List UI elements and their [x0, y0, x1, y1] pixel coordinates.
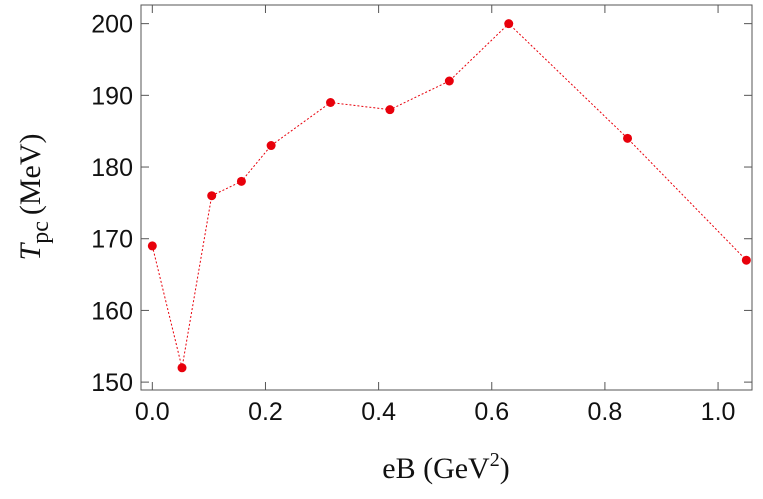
data-point: [207, 191, 217, 201]
data-point: [147, 241, 157, 251]
x-label-close: ): [500, 452, 510, 485]
x-tick-label: 0.0: [135, 398, 170, 426]
x-label-text: eB (GeV: [382, 452, 490, 485]
x-tick-label: 0.2: [248, 398, 283, 426]
data-point: [385, 105, 395, 115]
y-axis-label: Tpc (MeV): [14, 134, 54, 261]
data-point: [236, 176, 246, 186]
x-tick-label: 0.4: [361, 398, 396, 426]
y-tick-label: 160: [91, 297, 133, 325]
y-label-sub: pc: [28, 221, 54, 244]
x-axis-label: eB (GeV2): [382, 449, 509, 485]
y-tick-label: 170: [91, 226, 133, 254]
y-tick-label: 200: [91, 11, 133, 39]
y-label-unit: (MeV): [14, 134, 47, 216]
series-line: [151, 22, 747, 368]
y-tick-label: 190: [91, 82, 133, 110]
x-tick-label: 0.6: [474, 398, 509, 426]
data-point: [623, 133, 633, 143]
data-point: [177, 363, 187, 373]
x-tick-label: 0.8: [588, 398, 623, 426]
x-label-sup: 2: [490, 449, 500, 471]
plot-frame: [140, 4, 753, 391]
data-point: [326, 98, 336, 108]
y-label-text: T: [14, 241, 47, 260]
y-tick-label: 180: [91, 154, 133, 182]
data-point: [504, 19, 514, 29]
data-point: [444, 76, 454, 86]
data-point: [266, 141, 276, 151]
data-point: [741, 255, 751, 265]
y-tick-label: 150: [91, 369, 133, 397]
x-tick-label: 1.0: [701, 398, 736, 426]
